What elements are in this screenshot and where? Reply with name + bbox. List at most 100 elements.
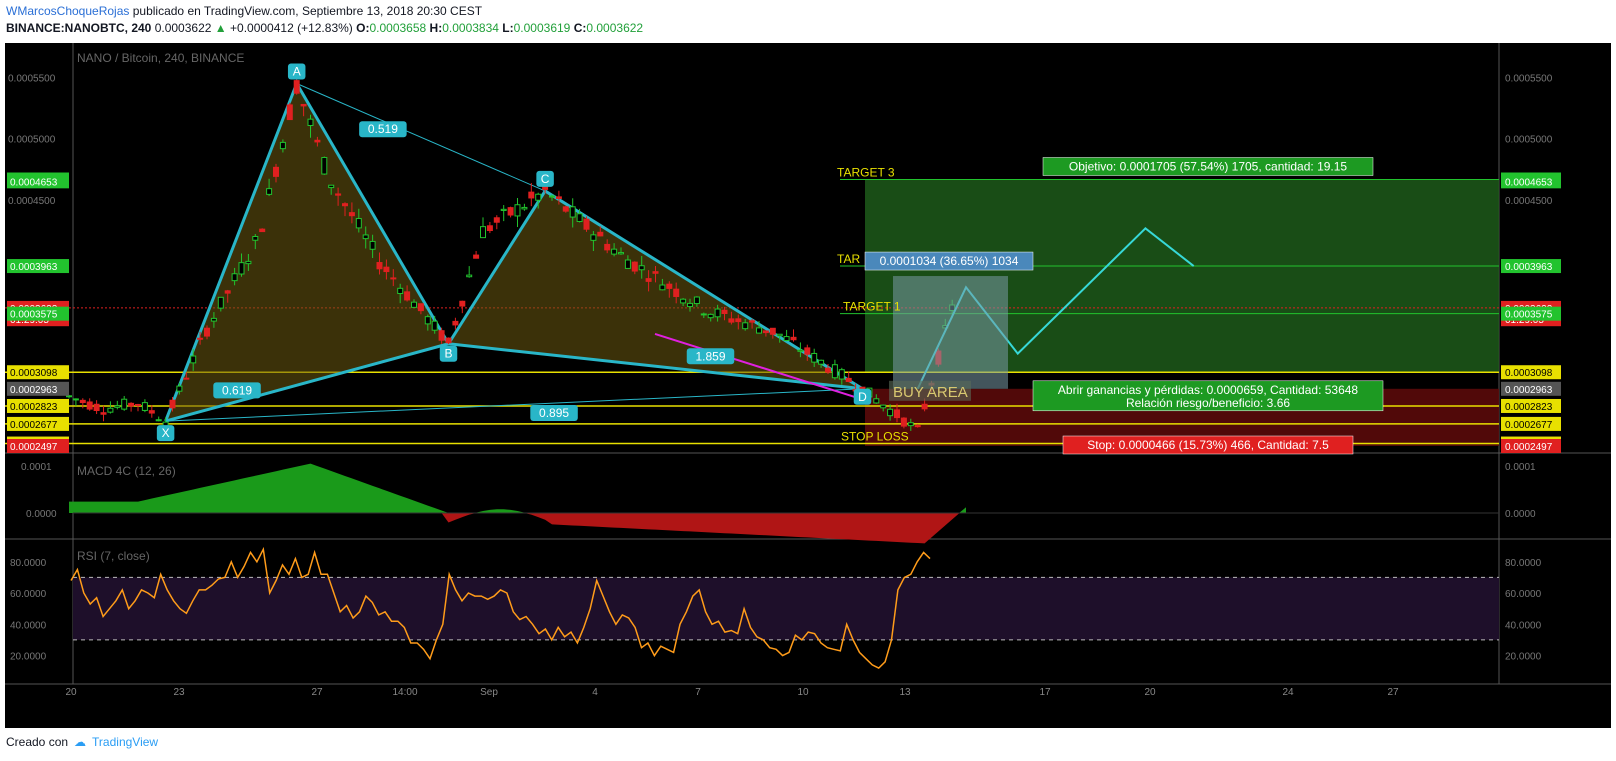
candle-body (473, 254, 480, 259)
candle-body (880, 404, 887, 409)
candle-body (721, 309, 728, 315)
macd-positive-area (69, 463, 966, 513)
candle-body (314, 139, 321, 143)
target1-label: TARGET 1 (843, 300, 901, 314)
candle-body (300, 103, 307, 107)
candle-body (673, 288, 680, 297)
candle-body (797, 349, 804, 352)
candle-body (652, 271, 659, 274)
candle-body (569, 206, 576, 218)
candle-body (576, 213, 583, 222)
candle-body (749, 320, 756, 323)
ratio-line (296, 83, 546, 192)
price-tag-left: 0.0004653 (10, 177, 58, 188)
candle-body (549, 195, 555, 198)
stop-box-bg (1062, 435, 1354, 455)
price-tag-right-bg (1501, 174, 1561, 189)
candle-body (183, 377, 190, 380)
candle-body (438, 330, 445, 341)
candle-body (618, 252, 624, 255)
candle-body (445, 337, 452, 344)
tradingview-logo-icon[interactable]: ☁ (74, 735, 87, 749)
point-c-label-bg (536, 170, 554, 187)
up-arrow-icon: ▲ (214, 21, 227, 35)
price-tag-right-bg (1501, 416, 1561, 431)
candle-body (459, 300, 466, 307)
candle-body (507, 207, 514, 216)
candle-body (742, 322, 749, 330)
point-b-label-bg (439, 345, 458, 362)
price-tag-right: 0.0004653 (1505, 177, 1553, 188)
chart-title: NANO / Bitcoin, 240, BINANCE (77, 51, 244, 65)
candle-body (921, 403, 928, 410)
candle-body (197, 337, 204, 340)
point-b-label: B (444, 347, 452, 361)
price-tick-right: 0.0004500 (1505, 196, 1553, 207)
candle-body (252, 236, 259, 241)
candle-body (293, 80, 300, 94)
price-tick-left: 0.0005000 (8, 135, 56, 146)
candle-body (286, 104, 293, 121)
candle-body (493, 217, 500, 223)
candle-body (735, 318, 742, 323)
buy-area-bg (889, 380, 971, 401)
candle-body (528, 191, 535, 199)
magenta-trendline (654, 332, 866, 402)
harmonic-leg (164, 82, 299, 422)
candle-body (383, 266, 390, 273)
harmonic-leg (165, 342, 449, 423)
price-tag-left: 0.0002677 (10, 420, 58, 431)
chart-svg[interactable]: X A B C D 0.519 0.619 1.859 0.895 NANO / Bitcoin,… (5, 43, 1611, 728)
price-tag-left-bg (7, 398, 69, 413)
stop-box: Stop: 0.0000466 (15.73%) 466, Cantidad: … (1087, 438, 1329, 452)
candle-body (480, 226, 486, 239)
harmonic-leg (544, 189, 864, 391)
candle-body (190, 355, 197, 364)
candle-body (562, 206, 569, 212)
tradingview-link[interactable]: TradingView (92, 735, 159, 749)
price-tag-right-bg (1501, 439, 1561, 454)
position-box: Abrir ganancias y pérdidas: 0.0000659, C… (1058, 383, 1359, 397)
chart-area[interactable]: X A B C D 0.519 0.619 1.859 0.895 NANO / Bitcoin,… (5, 43, 1611, 728)
price-tag-left-bg (7, 416, 69, 431)
candle-body (66, 395, 72, 398)
price-tag-left-bg (7, 439, 69, 454)
price-tag-right: 0.0003575 (1505, 310, 1553, 321)
candle-body (900, 417, 907, 427)
candle-body (417, 303, 424, 312)
candle-body (611, 248, 618, 255)
x-tick: 27 (1387, 687, 1399, 698)
candle-body (148, 410, 155, 414)
price-tick-right: 0.0005500 (1505, 73, 1553, 84)
x-tick: 4 (592, 687, 598, 698)
candle-body (342, 203, 348, 207)
candle-body (838, 369, 845, 380)
candle-body (72, 398, 79, 401)
candle-body (914, 425, 921, 428)
footer-text: Creado con (6, 735, 69, 749)
xab-triangle (165, 83, 449, 422)
candle-body (666, 283, 673, 289)
candle-body (500, 208, 507, 211)
author-link[interactable]: WMarcosChoqueRojas (6, 4, 130, 18)
position-box-bg (1032, 380, 1384, 412)
candle-body (141, 402, 148, 411)
candle-body (128, 402, 135, 407)
rsi-tick-right: 40.0000 (1505, 620, 1542, 631)
candle-body (680, 298, 687, 304)
candle-body (279, 141, 286, 150)
x-tick: Sep (480, 687, 498, 698)
macd-tick-right: 0.0001 (1505, 462, 1536, 473)
candle-body (452, 320, 459, 326)
buy-area-label: BUY AREA (893, 384, 968, 401)
close-label: C: (573, 21, 587, 35)
candle-body (783, 336, 790, 342)
footer: Creado con ☁ TradingView (6, 735, 158, 749)
ratio-bd-label: 1.859 (695, 349, 725, 363)
candle-body (245, 260, 252, 265)
point-x-label: X (162, 426, 170, 440)
candle-body (135, 403, 141, 406)
measure-label: 0.0001034 (36.65%) 1034 (880, 254, 1019, 268)
price-tag-right: 0.0002497 (1505, 442, 1553, 453)
x-tick: 20 (1144, 687, 1156, 698)
